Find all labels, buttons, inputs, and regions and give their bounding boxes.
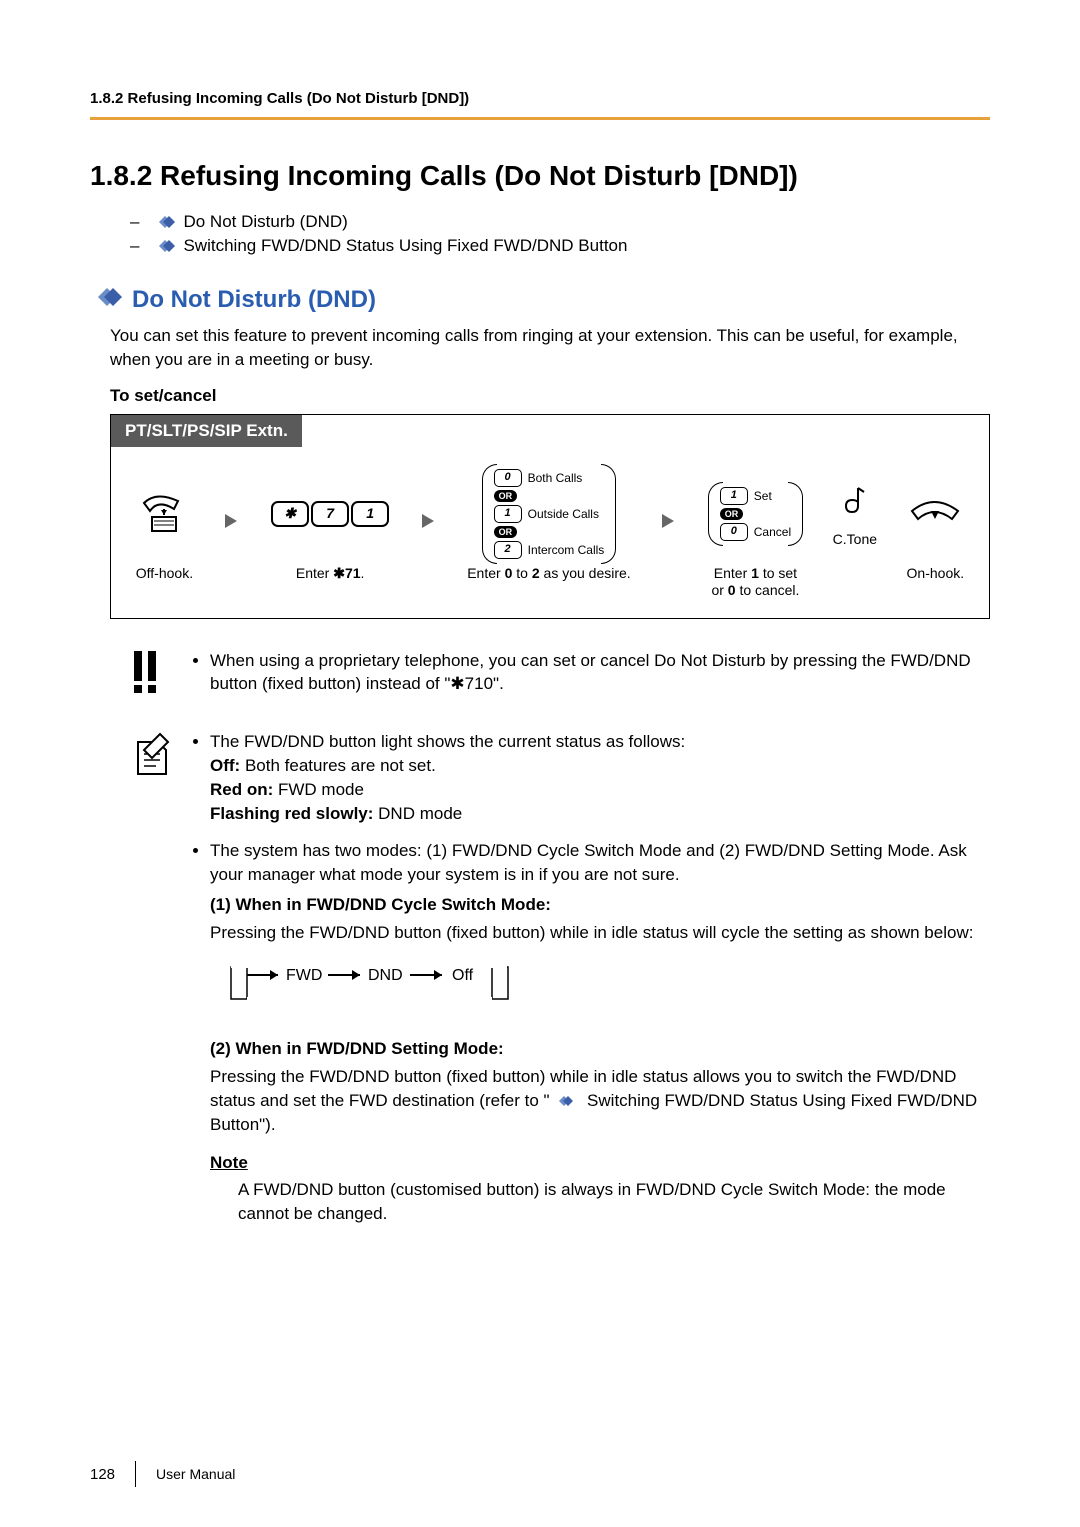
onhook-icon — [908, 497, 962, 531]
key-1: 1 — [351, 501, 389, 527]
step-enter-code: ✱ 7 1 Enter ✱71. — [270, 471, 390, 583]
footer-divider — [135, 1461, 136, 1487]
toc-label: Do Not Disturb (DND) — [183, 212, 347, 232]
note-sub-text: A FWD/DND button (customised button) is … — [238, 1178, 990, 1226]
diamond-icon — [153, 215, 177, 229]
step-caption: Enter 0 to 2 as you desire. — [467, 565, 630, 583]
cycle-diagram: FWD DND Off — [230, 957, 990, 1018]
svg-text:FWD: FWD — [286, 967, 322, 984]
note-text: When using a proprietary telephone, you … — [210, 649, 990, 697]
exclamation-icon — [130, 649, 190, 711]
info-note: The FWD/DND button light shows the curre… — [130, 730, 990, 1240]
dash-icon: – — [130, 212, 139, 232]
svg-text:DND: DND — [368, 967, 403, 984]
note-label: Note — [210, 1153, 248, 1172]
dnd-heading: Do Not Disturb (DND) — [90, 286, 990, 314]
arrow-icon — [223, 512, 241, 535]
page-number: 128 — [90, 1466, 115, 1483]
step-ctone: C.Tone — [833, 471, 877, 549]
footer-label: User Manual — [156, 1466, 235, 1482]
step-caption: Enter 1 to set or 0 to cancel. — [711, 565, 799, 600]
important-note: When using a proprietary telephone, you … — [130, 649, 990, 711]
offhook-icon — [138, 493, 190, 535]
mode2-text: Pressing the FWD/DND button (fixed butto… — [210, 1065, 990, 1136]
option-group: 0Both Calls OR 1Outside Calls OR 2Interc… — [482, 464, 617, 564]
step-caption: Enter ✱71. — [296, 565, 365, 583]
procedure-box: PT/SLT/PS/SIP Extn. Off-hook. — [110, 414, 990, 619]
toc-list: – Do Not Disturb (DND) – Switching FWD/D… — [130, 212, 990, 256]
diamond-icon — [153, 239, 177, 253]
svg-text:Off: Off — [452, 967, 474, 984]
ctone-label: C.Tone — [833, 531, 877, 549]
arrow-icon — [660, 512, 678, 535]
toc-item-dnd: – Do Not Disturb (DND) — [130, 212, 990, 232]
mode2-title: (2) When in FWD/DND Setting Mode: — [210, 1037, 990, 1061]
toc-label: Switching FWD/DND Status Using Fixed FWD… — [183, 236, 627, 256]
page-footer: 128 User Manual — [90, 1461, 235, 1487]
toc-item-switching: – Switching FWD/DND Status Using Fixed F… — [130, 236, 990, 256]
step-caption: Off-hook. — [136, 565, 193, 583]
mode1-text: Pressing the FWD/DND button (fixed butto… — [210, 921, 990, 945]
step-set-cancel: 1Set OR 0Cancel Enter 1 to set or 0 to c… — [708, 471, 803, 600]
tone-icon — [842, 484, 868, 518]
step-offhook: Off-hook. — [136, 471, 193, 583]
step-caption: On-hook. — [907, 565, 965, 583]
mode1-title: (1) When in FWD/DND Cycle Switch Mode: — [210, 893, 990, 917]
arrow-icon — [420, 512, 438, 535]
procedure-tab: PT/SLT/PS/SIP Extn. — [111, 415, 302, 447]
header-breadcrumb: 1.8.2 Refusing Incoming Calls (Do Not Di… — [90, 90, 990, 120]
note-light-status: The FWD/DND button light shows the curre… — [210, 730, 990, 825]
diamond-icon — [90, 286, 124, 314]
notepad-icon — [130, 730, 190, 1240]
section-title: 1.8.2 Refusing Incoming Calls (Do Not Di… — [90, 160, 990, 192]
step-onhook: On-hook. — [907, 471, 965, 583]
diamond-icon — [554, 1095, 576, 1107]
note-modes: The system has two modes: (1) FWD/DND Cy… — [210, 839, 990, 1226]
option-group: 1Set OR 0Cancel — [708, 482, 803, 546]
key-star: ✱ — [271, 501, 309, 527]
step-call-type: 0Both Calls OR 1Outside Calls OR 2Interc… — [467, 471, 630, 583]
dash-icon: – — [130, 236, 139, 256]
to-set-cancel-label: To set/cancel — [110, 386, 990, 406]
dnd-heading-text: Do Not Disturb (DND) — [132, 286, 376, 314]
key-7: 7 — [311, 501, 349, 527]
dnd-intro: You can set this feature to prevent inco… — [110, 324, 990, 372]
